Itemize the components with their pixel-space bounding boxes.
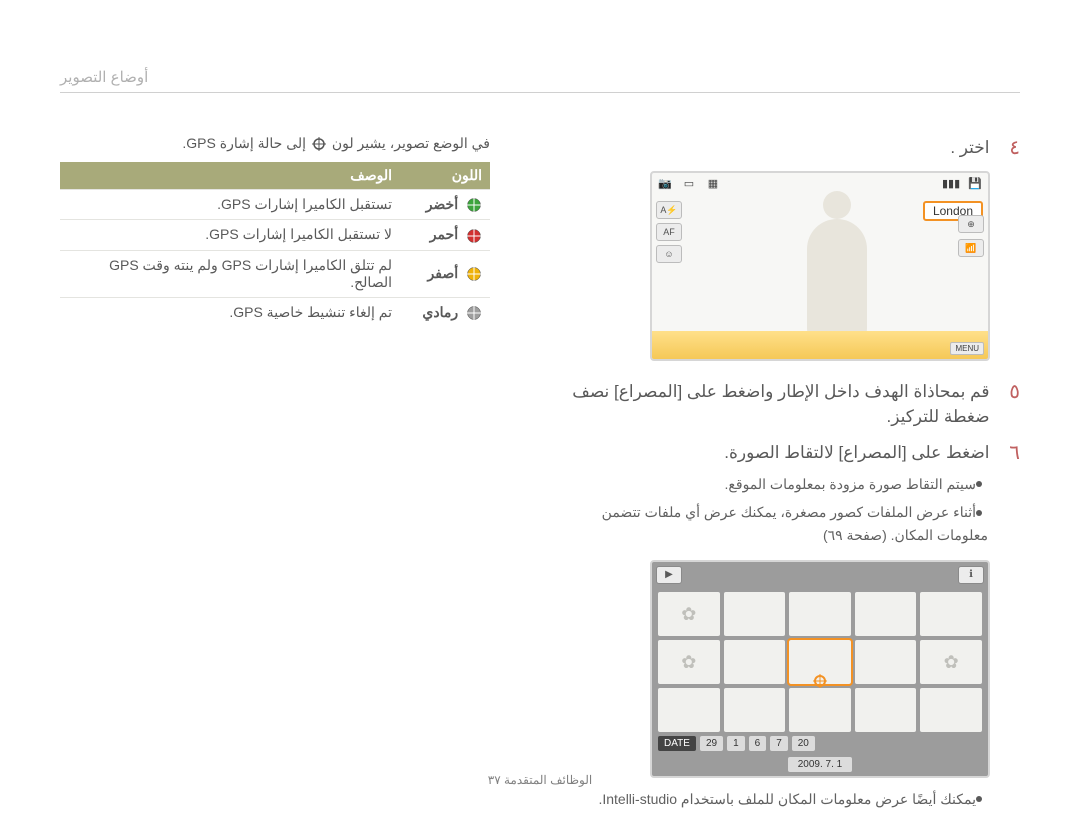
gps-crosshair-icon (312, 137, 326, 151)
thumb-cell[interactable] (724, 640, 786, 684)
step-text: اختر . (552, 135, 990, 161)
color-label: أخضر (426, 196, 462, 212)
location-pin-icon (813, 674, 827, 688)
thumb-cell[interactable] (855, 592, 917, 636)
color-cell: رمادي (400, 297, 490, 327)
table-row: رمادي تم إلغاء تنشيط خاصية GPS. (60, 297, 490, 327)
thumbnail-bottom-bar: DATE 29 1 6 7 20 (658, 736, 982, 751)
ground (652, 331, 988, 359)
camera-topbar: 📷 ▭ ▦ ▮▮▮ 💾 (656, 177, 984, 191)
col-desc: الوصف (60, 162, 400, 190)
color-label: أصفر (428, 265, 462, 281)
color-cell: أحمر (400, 220, 490, 250)
page-footer: الوظائف المتقدمة ٣٧ (0, 773, 1080, 787)
thumb-cell[interactable] (724, 688, 786, 732)
camera-screen: 📷 ▭ ▦ ▮▮▮ 💾 تظهر معلومات الموقع. London … (650, 171, 990, 361)
desc-cell: تستقبل الكاميرا إشارات GPS. (60, 190, 400, 220)
camera-mode-icon: 📷 (656, 177, 674, 191)
thumb-cell[interactable] (855, 640, 917, 684)
thumbnail-screen: ▶ ℹ ✿ ✿ ✿ (650, 560, 990, 778)
gps-status-icon (466, 197, 482, 213)
thumb-cell[interactable]: ✿ (658, 592, 720, 636)
count-badge: 6 (749, 736, 767, 751)
size-icon: ▭ (680, 177, 698, 191)
desc-cell: تم إلغاء تنشيط خاصية GPS. (60, 297, 400, 327)
count-badge: 29 (700, 736, 723, 751)
thumb-cell[interactable]: ✿ (658, 640, 720, 684)
step-number: ٤ (994, 135, 1020, 160)
thumb-cell[interactable] (855, 688, 917, 732)
thumb-cell[interactable] (920, 592, 982, 636)
bullet-2: أثناء عرض الملفات كصور مصغرة، يمكنك عرض … (550, 501, 988, 546)
thumb-cell-selected[interactable] (789, 640, 851, 684)
date-value: 2009. 7. 1 (788, 757, 852, 772)
info-icon[interactable]: ℹ (958, 566, 984, 584)
divider (60, 92, 1020, 93)
storage-icon: 💾 (966, 177, 984, 191)
menu-button[interactable]: MENU (950, 342, 984, 355)
count-badge: 7 (770, 736, 788, 751)
step-number: ٥ (994, 379, 1020, 404)
af-button[interactable]: AF (656, 223, 682, 241)
thumbnail-grid: ✿ ✿ ✿ (658, 592, 982, 732)
table-row: أصفر لم تتلق الكاميرا إشارات GPS ولم ينته… (60, 250, 490, 297)
step-6: ٦ اضغط على [المصراع] لالتقاط الصورة. (550, 440, 1020, 466)
color-label: أحمر (430, 226, 462, 242)
desc-cell: لا تستقبل الكاميرا إشارات GPS. (60, 220, 400, 250)
bullet-dot (976, 510, 982, 516)
step-text: قم بمحاذاة الهدف داخل الإطار واضغط على [… (552, 379, 990, 430)
bullet-1: سيتم التقاط صورة مزودة بمعلومات الموقع. (550, 473, 988, 495)
gps-status-icon (466, 305, 482, 321)
table-row: أخضر تستقبل الكاميرا إشارات GPS. (60, 190, 490, 220)
bullet-3: يمكنك أيضًا عرض معلومات المكان للملف باس… (550, 788, 988, 810)
gps-icon: ⊕ (958, 215, 984, 233)
count-badge: 1 (727, 736, 745, 751)
face-button[interactable]: ☺ (656, 245, 682, 263)
thumb-cell[interactable] (658, 688, 720, 732)
table-row: أحمر لا تستقبل الكاميرا إشارات GPS. (60, 220, 490, 250)
subject-silhouette (807, 219, 867, 339)
thumb-cell[interactable] (789, 592, 851, 636)
color-cell: أخضر (400, 190, 490, 220)
col-color: اللون (400, 162, 490, 190)
camera-right-sidebar: ⊕ 📶 (958, 215, 984, 257)
count-badge: 20 (792, 736, 815, 751)
bullet-dot (976, 796, 982, 802)
desc-cell: لم تتلق الكاميرا إشارات GPS ولم ينته وقت… (60, 250, 400, 297)
section-header: أوضاع التصوير (60, 68, 148, 86)
date-tag[interactable]: DATE (658, 736, 696, 751)
battery-icon: ▮▮▮ (942, 177, 960, 191)
playback-icon[interactable]: ▶ (656, 566, 682, 584)
gps-intro: في الوضع تصوير، يشير لون إلى حالة إشارة … (60, 135, 490, 152)
gps-status-icon (466, 228, 482, 244)
bullet-dot (976, 481, 982, 487)
quality-icon: ▦ (704, 177, 722, 191)
thumb-cell[interactable] (920, 688, 982, 732)
gps-status-icon (466, 266, 482, 282)
thumb-cell[interactable]: ✿ (920, 640, 982, 684)
color-cell: أصفر (400, 250, 490, 297)
camera-left-sidebar: ⚡A AF ☺ (656, 201, 682, 263)
thumb-cell[interactable] (724, 592, 786, 636)
step-4: ٤ اختر . (550, 135, 1020, 161)
step-5: ٥ قم بمحاذاة الهدف داخل الإطار واضغط على… (550, 379, 1020, 430)
flash-button[interactable]: ⚡A (656, 201, 682, 219)
step-number: ٦ (994, 440, 1020, 465)
color-label: رمادي (422, 304, 462, 320)
signal-icon: 📶 (958, 239, 984, 257)
gps-color-table: اللون الوصف أخضر تستقبل الكاميرا إشارات G… (60, 162, 490, 327)
step-text: اضغط على [المصراع] لالتقاط الصورة. (552, 440, 990, 466)
thumb-cell[interactable] (789, 688, 851, 732)
